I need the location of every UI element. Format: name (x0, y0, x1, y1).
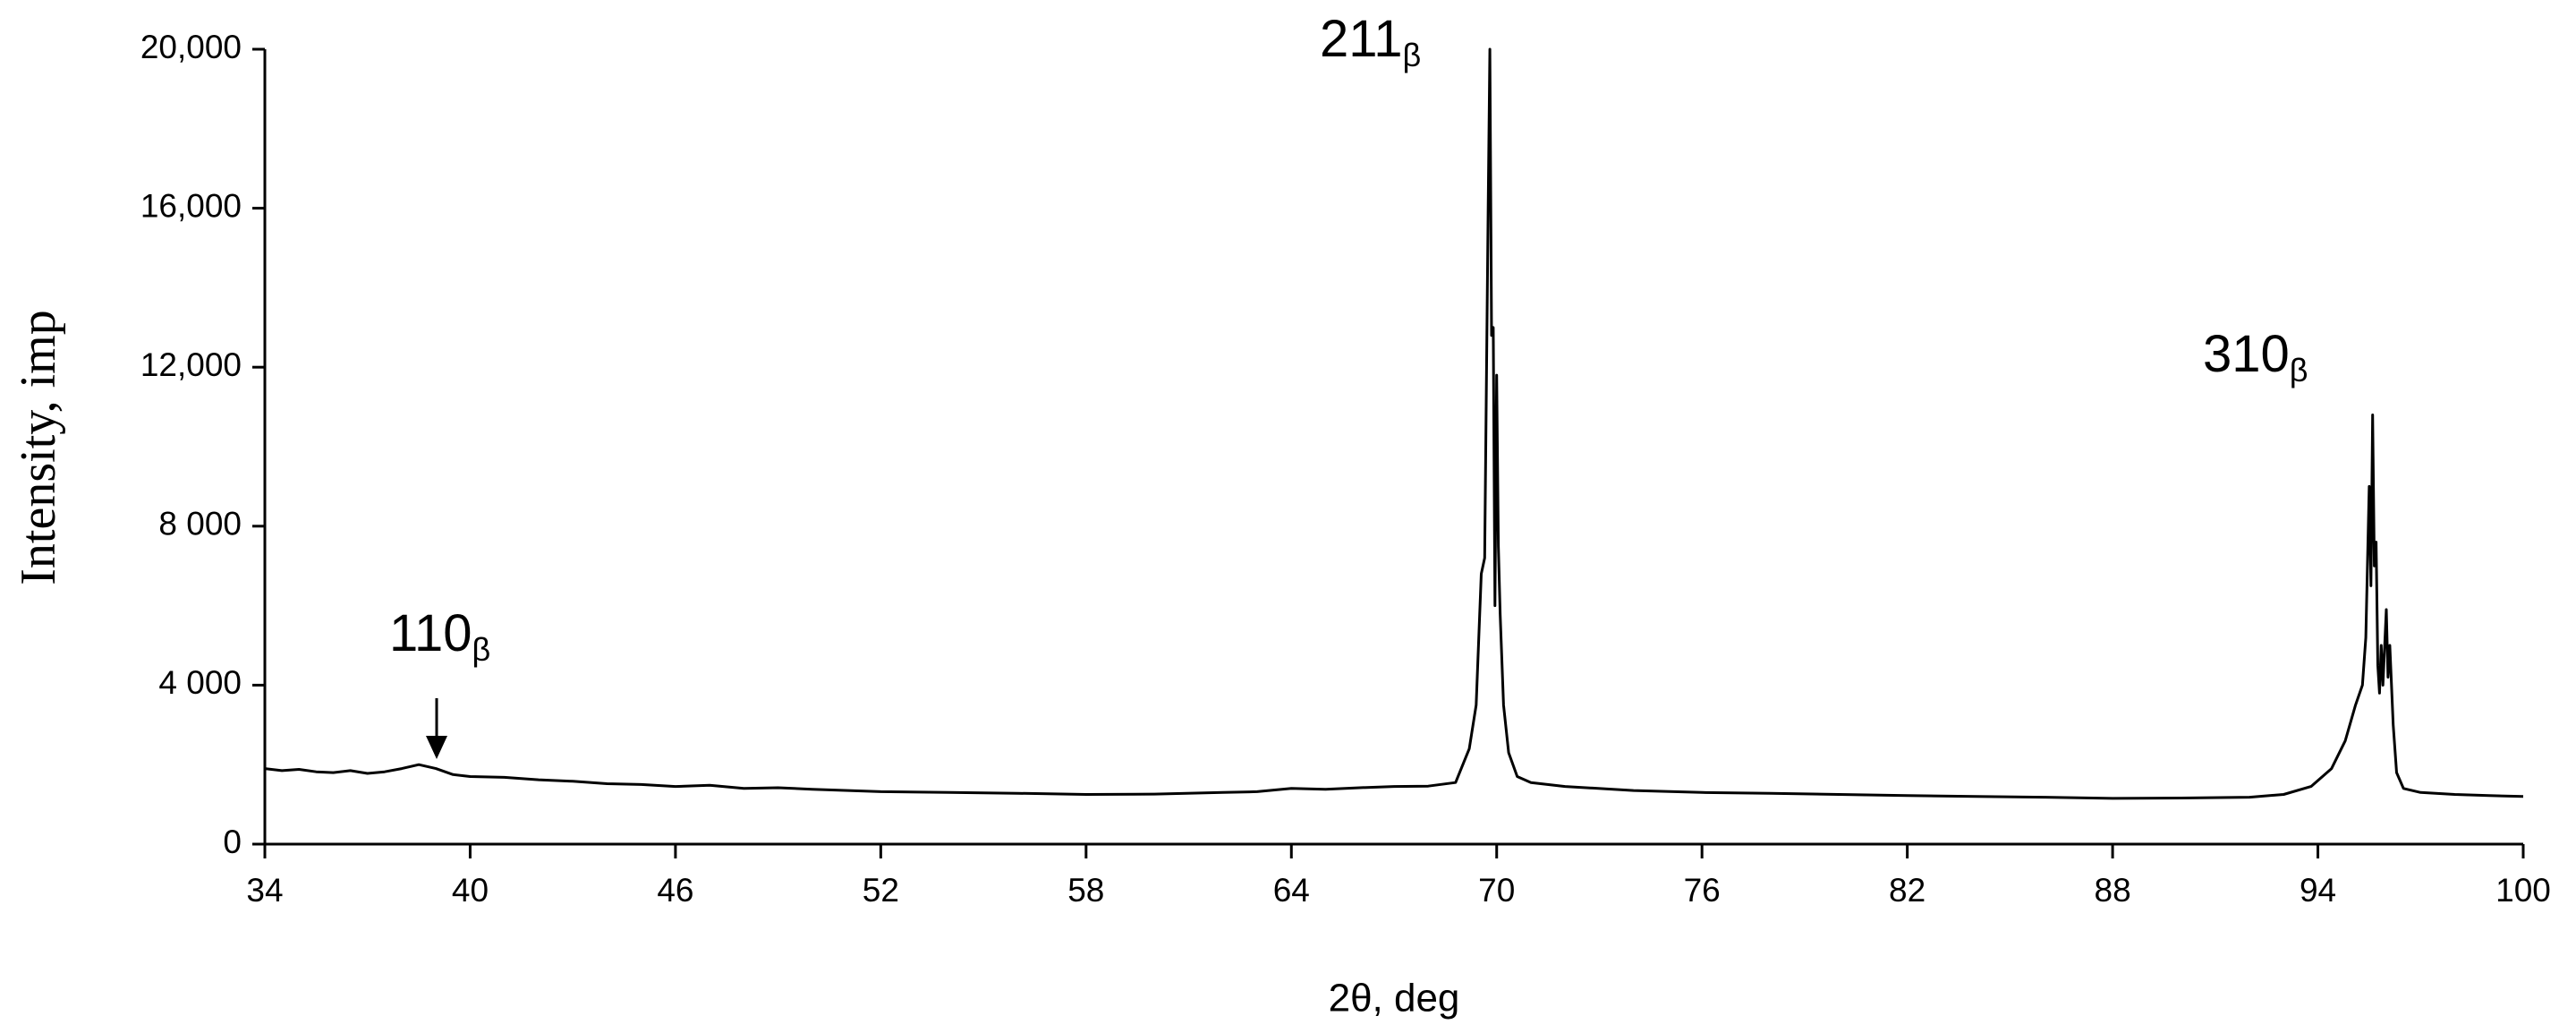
y-tick-label: 20,000 (140, 29, 242, 65)
x-tick-label: 100 (2495, 872, 2551, 909)
x-tick-label: 94 (2300, 872, 2336, 909)
peak-label-text: 110 (389, 604, 472, 662)
x-tick-label: 76 (1684, 872, 1721, 909)
x-tick-label: 58 (1067, 872, 1104, 909)
peak-label: 310β (2203, 325, 2308, 388)
x-axis-label: 2θ, deg (1329, 977, 1460, 1020)
peak-label: 110β (389, 604, 490, 667)
y-tick-label: 8 000 (158, 506, 242, 542)
y-axis-label: Intensity, imp (11, 310, 66, 585)
x-tick-label: 34 (246, 872, 283, 909)
y-tick-label: 16,000 (140, 187, 242, 224)
data-line (264, 47, 2524, 800)
x-tick-label: 40 (452, 872, 489, 909)
x-tick-label: 70 (1478, 872, 1515, 909)
x-tick-label: 88 (2095, 872, 2131, 909)
peak-label-subscript: β (472, 631, 490, 668)
peak-label-text: 211 (1320, 10, 1402, 68)
peak-label-text: 310 (2203, 325, 2290, 383)
peak-label-subscript: β (1402, 37, 1421, 73)
x-tick-label: 64 (1273, 872, 1310, 909)
x-tick-label: 52 (863, 872, 899, 909)
y-tick-label: 12,000 (140, 346, 242, 383)
y-tick-label: 0 (223, 824, 242, 860)
x-tick-label: 82 (1889, 872, 1926, 909)
x-tick-label: 46 (657, 872, 693, 909)
arrow-head (426, 736, 447, 759)
peak-label-subscript: β (2290, 352, 2308, 388)
y-tick-label: 4 000 (158, 664, 242, 701)
peak-label: 211β (1320, 10, 1421, 73)
